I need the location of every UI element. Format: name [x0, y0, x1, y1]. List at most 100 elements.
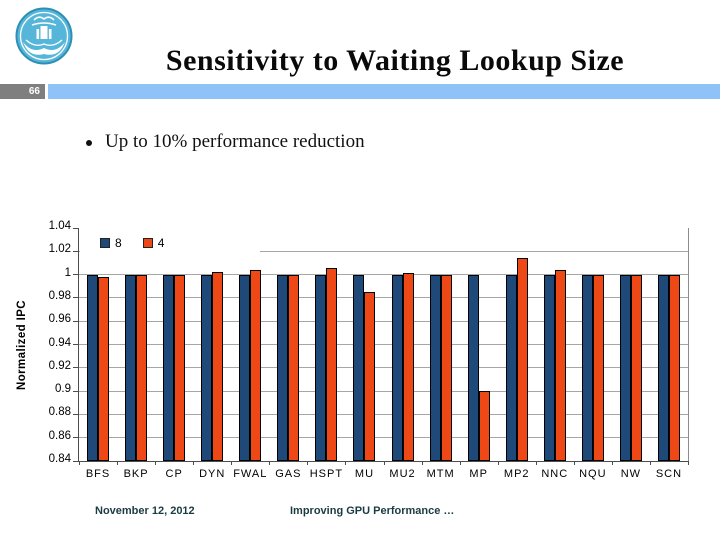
y-axis-tick: [73, 437, 79, 439]
x-axis-tick: [497, 461, 499, 465]
x-tick-label: MU: [354, 468, 375, 480]
x-axis-tick: [459, 461, 461, 465]
header-band: [48, 84, 720, 99]
page-number-badge: 66: [0, 84, 45, 99]
x-axis-tick: [231, 461, 233, 465]
x-axis-tick: [535, 461, 537, 465]
gridline: [79, 297, 688, 299]
bar-series-8: [391, 274, 403, 461]
footer-date: November 12, 2012: [95, 505, 195, 517]
x-tick-label: BFS: [85, 468, 111, 480]
y-tick-label: 0.86: [48, 429, 71, 442]
bar-series-4: [212, 272, 224, 461]
bar-series-8: [467, 274, 479, 461]
y-axis-tick: [73, 460, 79, 462]
y-tick-label: 0.96: [48, 313, 71, 326]
bar-series-8: [429, 274, 441, 461]
bullet-text: Up to 10% performance reduction: [105, 131, 365, 152]
x-axis-tick: [383, 461, 385, 465]
y-tick-label: 1.02: [48, 243, 71, 256]
gridline: [79, 320, 688, 322]
footer-presentation-title: Improving GPU Performance …: [290, 505, 455, 517]
bar-series-4: [592, 274, 604, 461]
bar-series-4: [668, 274, 680, 461]
bar-series-8: [619, 274, 631, 461]
y-axis-tick: [73, 344, 79, 345]
y-axis-tick: [73, 413, 79, 415]
plot-area: 8 4 1.04 1.02 1 0.98 0.96 0.94 0.92 0.9 0.88 0.86…: [49, 220, 689, 480]
bar-series-8: [87, 274, 99, 461]
y-tick-label: 0.84: [48, 453, 71, 465]
chart-legend: 8 4: [80, 230, 260, 256]
x-tick-label: MTM: [426, 468, 455, 480]
x-tick-label: GAS: [275, 468, 302, 480]
y-tick-label: 0.98: [48, 289, 71, 302]
bar-series-4: [136, 274, 148, 461]
x-tick-label: DYN: [199, 468, 226, 480]
gridline: [79, 413, 688, 415]
bar-series-8: [277, 274, 289, 461]
y-tick-label: 0.92: [48, 359, 71, 372]
x-tick-label: NW: [620, 468, 642, 480]
x-tick-label: MP2: [503, 468, 530, 480]
bullet-icon: [86, 140, 92, 146]
x-axis-tick: [649, 461, 651, 465]
x-axis-tick: [421, 461, 423, 465]
legend-label-8: 8: [115, 236, 122, 250]
y-tick-label: 1: [64, 266, 71, 279]
x-axis-tick: [611, 461, 613, 465]
y-axis-tick: [73, 390, 79, 392]
bar-series-8: [201, 274, 213, 461]
bar-series-4: [402, 273, 414, 461]
y-axis-tick: [73, 227, 79, 229]
legend-item-series-8: 8: [100, 236, 122, 250]
x-tick-label: MP: [469, 468, 488, 480]
bar-series-4: [630, 274, 642, 461]
x-tick-label: MU2: [389, 468, 416, 480]
x-tick-label: FWAL: [233, 468, 268, 480]
bar-series-8: [239, 274, 251, 461]
x-tick-label: CP: [165, 468, 183, 480]
bar-series-4: [516, 258, 528, 461]
bar-series-4: [98, 276, 110, 461]
y-axis-tick: [73, 320, 79, 322]
bar-series-8: [505, 274, 517, 461]
y-axis-tick: [73, 367, 79, 369]
x-axis-tick: [345, 461, 347, 465]
gridline: [79, 274, 688, 276]
legend-swatch-8-icon: [100, 238, 110, 248]
x-axis-tick: [155, 461, 157, 465]
gridline: [79, 344, 688, 345]
bar-series-4: [250, 269, 262, 461]
bullet-item: Up to 10% performance reduction: [86, 131, 365, 153]
x-tick-label: NNC: [541, 468, 569, 480]
bar-series-4: [478, 391, 490, 461]
x-axis-tick: [688, 461, 689, 465]
x-axis-tick: [79, 461, 80, 465]
bar-series-4: [174, 274, 186, 461]
bar-series-8: [315, 274, 327, 461]
x-axis-tick: [573, 461, 575, 465]
chart: Normalized IPC 8 4 1.04 1.02 1 0.98 0.96 0.94…: [16, 220, 689, 480]
y-tick-label: 0.94: [48, 336, 71, 349]
y-axis-tick: [73, 297, 79, 299]
gridline: [79, 250, 688, 252]
y-tick-label: 0.9: [55, 383, 71, 396]
x-tick-label: BKP: [123, 468, 149, 480]
y-axis-tick: [73, 250, 79, 252]
gridline: [79, 367, 688, 369]
bar-series-8: [163, 274, 175, 461]
y-axis-tick: [73, 274, 79, 276]
bar-series-8: [125, 274, 137, 461]
legend-label-4: 4: [157, 236, 165, 250]
bar-series-4: [440, 274, 452, 461]
gridline: [79, 390, 688, 392]
legend-item-series-4: 4: [142, 236, 165, 250]
x-axis-tick: [117, 461, 119, 465]
x-axis-tick: [307, 461, 309, 465]
bar-series-8: [543, 274, 555, 461]
legend-swatch-4-icon: [142, 238, 153, 248]
y-tick-label: 0.88: [48, 406, 71, 419]
bar-series-4: [326, 267, 338, 461]
